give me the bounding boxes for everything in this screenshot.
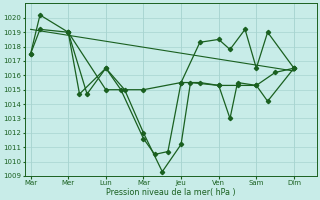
X-axis label: Pression niveau de la mer( hPa ): Pression niveau de la mer( hPa ) bbox=[106, 188, 236, 197]
